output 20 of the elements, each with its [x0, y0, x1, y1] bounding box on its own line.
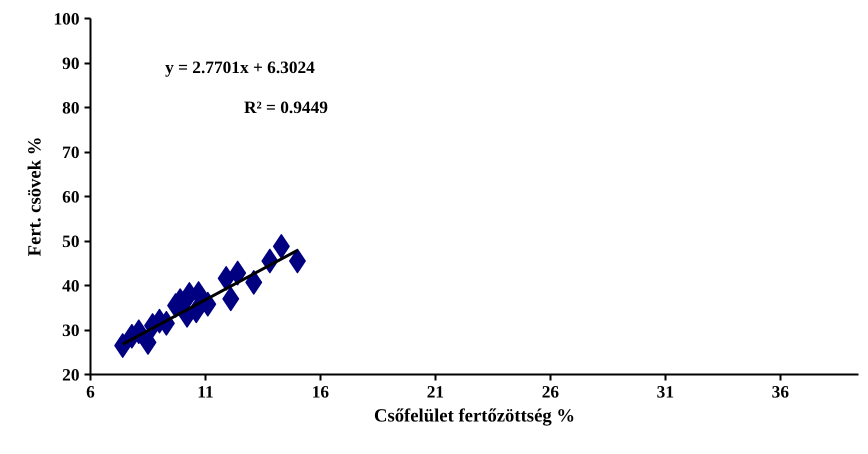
y-tick-label: 50: [62, 232, 80, 251]
y-tick-label: 70: [62, 143, 80, 162]
x-tick-label: 31: [656, 382, 674, 402]
y-tick-label: 100: [54, 10, 80, 28]
y-tick-label: 90: [62, 54, 80, 73]
y-tick-label: 60: [62, 188, 80, 206]
x-tick-label: 11: [197, 382, 214, 402]
y-tick-label: 30: [62, 321, 80, 340]
x-axis-title: Csőfelület fertőzöttség %: [374, 406, 576, 426]
y-axis-title: Fert. csövek %: [24, 136, 46, 256]
x-tick-label: 26: [542, 382, 560, 402]
y-tick-label: 40: [62, 276, 80, 296]
x-tick-label: 21: [426, 382, 444, 402]
y-tick-label: 80: [62, 98, 80, 118]
x-tick-label: 6: [86, 382, 96, 402]
x-tick-label: 36: [772, 382, 790, 402]
annotation: y = 2.7701x + 6.3024: [165, 58, 316, 77]
x-tick-label: 16: [312, 382, 330, 402]
annotation: R² = 0.9449: [244, 98, 328, 117]
y-tick-label: 20: [62, 366, 80, 384]
